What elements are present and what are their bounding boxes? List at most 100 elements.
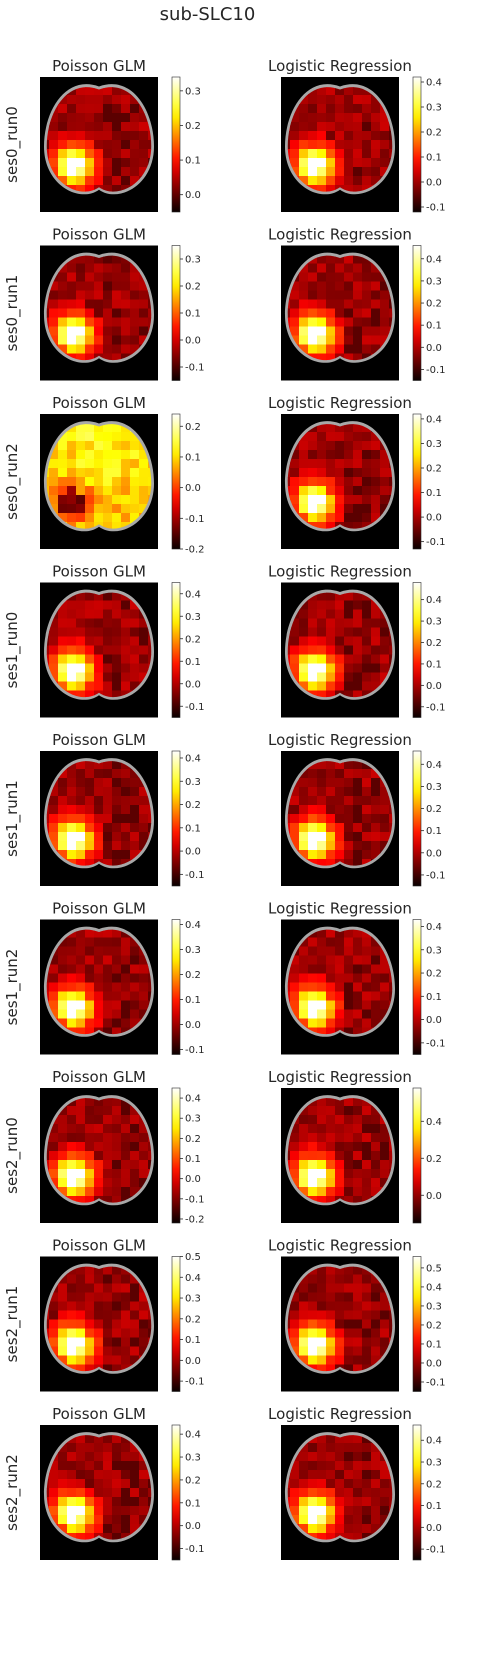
map-cell [317, 1160, 327, 1170]
map-cell [317, 1187, 327, 1197]
map-cell [94, 1443, 104, 1453]
map-cell [94, 1355, 104, 1366]
map-cell [335, 832, 345, 842]
map-cell [58, 1000, 68, 1011]
map-cell [371, 832, 381, 842]
map-cell [46, 1310, 50, 1321]
map-cell [130, 459, 140, 469]
map-cell [157, 1551, 167, 1561]
map-cell [353, 1497, 363, 1507]
map-cell [389, 1160, 393, 1170]
map-cell [371, 158, 381, 168]
map-cell [287, 1328, 291, 1339]
map-cell [308, 1106, 318, 1116]
map-cell [290, 1328, 300, 1339]
map-cell [353, 955, 363, 966]
map-cell [94, 167, 104, 177]
map-cell [148, 1310, 152, 1321]
map-cell [121, 1461, 131, 1471]
map-cell [94, 1328, 104, 1339]
map-cell [67, 1009, 77, 1020]
map-cell [85, 645, 95, 656]
panel-title: Logistic Regression [268, 563, 412, 581]
map-cell [112, 1274, 122, 1285]
map-cell [130, 663, 140, 674]
map-cell [371, 1018, 381, 1029]
map-cell [326, 1151, 336, 1161]
colorbar [412, 1424, 422, 1561]
map-cell [58, 1018, 68, 1029]
map-cell [317, 308, 327, 319]
map-cell [94, 1266, 104, 1276]
map-cell [398, 796, 408, 806]
map-cell [335, 468, 345, 478]
map-cell [103, 761, 113, 770]
map-cell [49, 823, 59, 833]
map-cell [290, 477, 300, 487]
map-cell [362, 937, 372, 948]
map-cell [121, 946, 131, 957]
map-cell [157, 1515, 167, 1525]
map-cell [335, 654, 345, 665]
map-cell [49, 1488, 59, 1498]
map-cell [139, 1506, 149, 1516]
map-cell [58, 964, 68, 975]
colorbar-tick-label: -0.1 [185, 1377, 205, 1388]
map-cell [353, 1479, 363, 1489]
map-cell [49, 841, 59, 851]
map-cell [380, 832, 390, 842]
map-cell [67, 1310, 77, 1321]
map-cell [85, 1301, 95, 1312]
map-cell [353, 1098, 363, 1107]
map-cell [290, 140, 300, 150]
map-cell [344, 1106, 354, 1116]
map-cell [398, 619, 408, 629]
map-cell [58, 459, 68, 469]
map-cell [371, 335, 381, 346]
map-cell [326, 513, 336, 523]
map-cell [335, 1187, 345, 1197]
map-cell [76, 290, 86, 301]
colorbar [171, 919, 181, 1055]
map-cell [85, 522, 95, 529]
map-cell [121, 1115, 131, 1125]
map-cell [49, 335, 59, 346]
row-label: ses0_run0 [3, 106, 22, 183]
map-cell [139, 326, 149, 337]
map-cell [139, 149, 149, 159]
map-cell [344, 1098, 354, 1107]
map-cell [308, 122, 318, 132]
map-cell [94, 1506, 104, 1516]
map-cell [67, 176, 77, 186]
map-cell [46, 1151, 50, 1161]
map-cell [103, 176, 113, 186]
panel-title: Logistic Regression [268, 1237, 412, 1255]
map-cell [371, 1133, 381, 1143]
map-cell [139, 796, 149, 806]
map-cell [398, 77, 408, 87]
map-cell [362, 1266, 372, 1276]
map-cell [362, 1169, 372, 1179]
map-cell [112, 1310, 122, 1321]
map-cell [371, 299, 381, 310]
map-cell [290, 1506, 300, 1516]
map-cell [317, 946, 327, 957]
map-cell [287, 1310, 291, 1321]
map-cell [344, 690, 354, 698]
map-cell [362, 1098, 372, 1107]
map-cell [299, 513, 309, 523]
map-cell [76, 1470, 86, 1480]
map-cell [371, 618, 381, 629]
map-cell [157, 423, 167, 433]
map-cell [67, 1027, 77, 1035]
map-cell [335, 1301, 345, 1312]
map-cell [58, 769, 68, 779]
map-cell [398, 664, 408, 674]
map-cell [46, 823, 50, 833]
map-cell [103, 1524, 113, 1534]
map-cell [85, 1151, 95, 1161]
map-cell [103, 290, 113, 301]
map-cell [103, 1319, 113, 1330]
map-cell [121, 778, 131, 788]
map-cell [344, 636, 354, 647]
